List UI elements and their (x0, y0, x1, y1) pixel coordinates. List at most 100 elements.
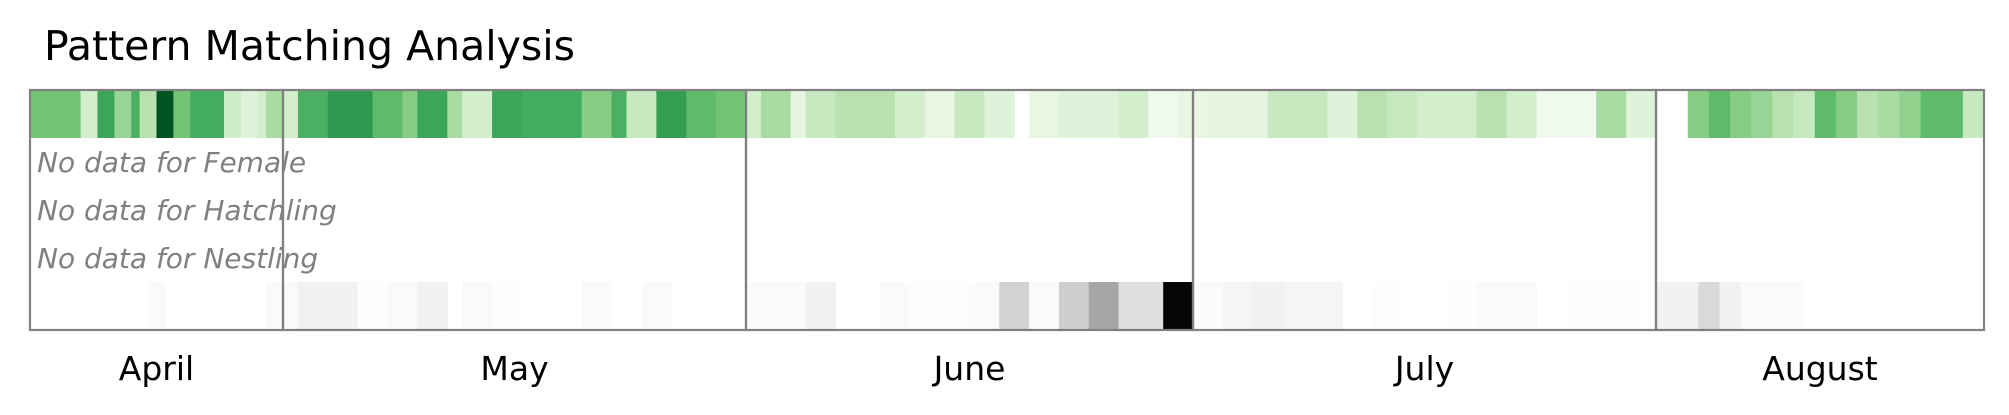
heatmap-cell (1148, 282, 1164, 330)
heatmap-cell (432, 282, 448, 330)
heatmap-cell (1551, 90, 1567, 138)
heatmap-cell (1687, 282, 1699, 330)
heatmap-cell (984, 282, 1000, 330)
heatmap-cell (80, 90, 90, 138)
heatmap-cell (1566, 282, 1582, 330)
heatmap-cell (283, 90, 299, 138)
heatmap-cell (1237, 90, 1254, 138)
heatmap-cell (521, 90, 538, 138)
heatmap-cell (1804, 90, 1816, 138)
heatmap-cell (1222, 282, 1239, 330)
heatmap-cell (805, 282, 822, 330)
heatmap-cell (716, 90, 732, 138)
heatmap-cell (63, 90, 73, 138)
heatmap-cell (417, 90, 433, 138)
heatmap-cell (1431, 90, 1448, 138)
heatmap-cell (122, 90, 132, 138)
heatmap-cell (190, 90, 200, 138)
heatmap-cell (1252, 282, 1269, 330)
heatmap-cell (1207, 90, 1224, 138)
heatmap-cell (1402, 90, 1418, 138)
heatmap-cell (55, 90, 65, 138)
heatmap-cell (1193, 282, 1209, 330)
heatmap-cell (1312, 90, 1329, 138)
heatmap-cell (1941, 90, 1953, 138)
heatmap-cell (1073, 90, 1090, 138)
heatmap-cell (1387, 90, 1403, 138)
heatmap-cell (865, 90, 881, 138)
heatmap-cell (1163, 282, 1179, 330)
heatmap-cell (1708, 90, 1721, 138)
heatmap-cell (1666, 282, 1678, 330)
heatmap-cell (1677, 282, 1689, 330)
month-panel (1654, 88, 1986, 332)
heatmap-cell (1118, 282, 1134, 330)
heatmap-cell (156, 90, 166, 138)
heatmap-cell (701, 90, 717, 138)
heatmap-cell (492, 90, 508, 138)
heatmap-cell (257, 90, 267, 138)
heatmap-cell (1793, 90, 1805, 138)
heatmap-cell (1909, 90, 1922, 138)
heatmap-cell (105, 90, 115, 138)
heatmap-cell (1698, 282, 1710, 330)
month-label: July (1393, 349, 1454, 388)
heatmap-cell (1566, 90, 1582, 138)
heatmap-cell (432, 90, 448, 138)
heatmap-cell (1751, 90, 1763, 138)
chart-title: Pattern Matching Analysis (44, 22, 575, 70)
heatmap-cell (641, 282, 657, 330)
heatmap-cell (1708, 282, 1721, 330)
month-label: May (480, 349, 548, 388)
heatmap-cell (1073, 282, 1090, 330)
heatmap-cell (1044, 90, 1060, 138)
heatmap-cell (1825, 90, 1837, 138)
heatmap-cell (1719, 282, 1731, 330)
heatmap-cell (1282, 282, 1299, 330)
no-data-label: No data for Hatchling (37, 194, 337, 227)
heatmap-cell (1899, 90, 1911, 138)
heatmap-cell (1751, 282, 1763, 330)
no-data-label: No data for Female (37, 146, 306, 179)
heatmap-cell (939, 90, 956, 138)
heatmap-cell (1207, 282, 1224, 330)
heatmap-cell (342, 282, 359, 330)
heatmap-cell (1461, 90, 1478, 138)
heatmap-cell (1133, 90, 1149, 138)
heatmap-cell (880, 90, 896, 138)
heatmap-cell (207, 90, 217, 138)
heatmap-cell (656, 282, 672, 330)
heatmap-cell (1521, 282, 1538, 330)
heatmap-cell (1491, 282, 1508, 330)
heatmap-cell (954, 282, 971, 330)
heatmap-cell (1267, 90, 1284, 138)
heatmap-cell (266, 282, 276, 330)
heatmap-cell (1282, 90, 1299, 138)
heatmap-cell (1193, 90, 1209, 138)
heatmap-cell (1761, 90, 1773, 138)
heatmap-cell (249, 90, 259, 138)
heatmap-cell (97, 90, 107, 138)
heatmap-cell (746, 90, 762, 138)
heatmap-cell (1372, 90, 1388, 138)
heatmap-cell (1719, 90, 1731, 138)
heatmap-cell (924, 90, 941, 138)
heatmap-cell (198, 90, 208, 138)
heatmap-cell (114, 90, 124, 138)
heatmap-cell (156, 282, 166, 330)
heatmap-cell (969, 282, 985, 330)
heatmap-cell (30, 90, 40, 138)
heatmap-cell (1357, 90, 1373, 138)
heatmap-cell (181, 90, 191, 138)
heatmap-cell (1740, 282, 1752, 330)
heatmap-cell (1372, 282, 1388, 330)
month-label: August (1762, 349, 1878, 388)
heatmap-cell (611, 90, 628, 138)
heatmap-cell (1581, 90, 1597, 138)
heatmap-cell (1698, 90, 1710, 138)
heatmap-cell (240, 90, 250, 138)
heatmap-cell (274, 282, 284, 330)
heatmap-cell (148, 282, 158, 330)
heatmap-cell (999, 282, 1015, 330)
